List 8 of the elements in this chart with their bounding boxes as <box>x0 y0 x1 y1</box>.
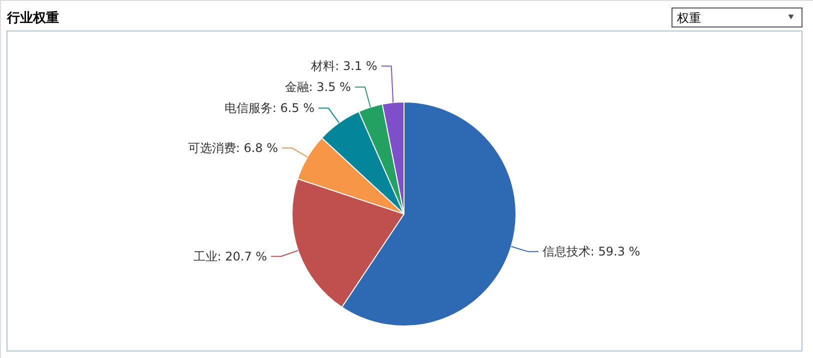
slice-label: 金融: 3.5 % <box>284 80 351 94</box>
text: 权重 <box>676 11 701 25</box>
slice-label: 电信服务: 6.5 % <box>224 101 315 116</box>
slice-label: 工业: 20.7 % <box>193 249 268 264</box>
slice-label: 可选消费: 6.8 % <box>188 140 278 155</box>
text: 行业权重 <box>6 10 59 26</box>
slice-label: 信息技术: 59.3 % <box>542 244 640 259</box>
slice-label: 材料: 3.1 % <box>310 59 378 74</box>
